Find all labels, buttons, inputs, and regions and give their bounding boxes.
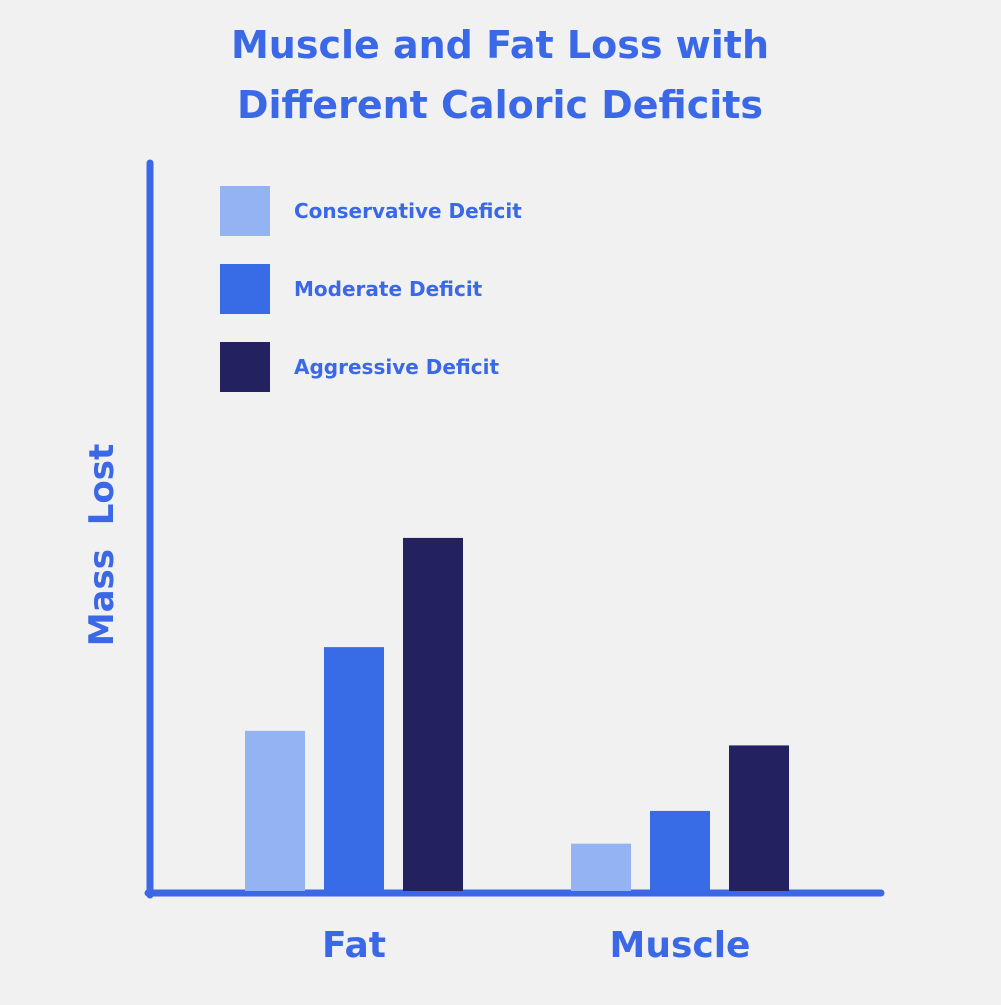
x-tick-label-muscle: Muscle bbox=[610, 925, 751, 966]
y-axis-label: Mass Lost bbox=[82, 444, 122, 646]
legend-swatch-3 bbox=[220, 342, 270, 392]
legend-label-2: Moderate Deficit bbox=[294, 277, 483, 301]
bar-fat-series-2 bbox=[324, 647, 384, 891]
legend-swatch-1 bbox=[220, 186, 270, 236]
bar-fat-series-3 bbox=[403, 537, 463, 891]
x-tick-labels: Fat Muscle bbox=[322, 925, 750, 966]
chart-title-line-2: Different Caloric Deficits bbox=[237, 83, 763, 127]
bar-fat-series-1 bbox=[245, 730, 305, 891]
legend-swatch-2 bbox=[220, 264, 270, 314]
bars bbox=[245, 537, 789, 891]
bar-muscle-series-3 bbox=[729, 745, 789, 891]
legend-label-1: Conservative Deficit bbox=[294, 199, 522, 223]
x-tick-label-fat: Fat bbox=[322, 925, 386, 966]
bar-muscle-series-1 bbox=[571, 843, 631, 891]
legend: Conservative Deficit Moderate Deficit Aggr… bbox=[220, 186, 522, 392]
bar-muscle-series-2 bbox=[650, 810, 710, 891]
legend-label-3: Aggressive Deficit bbox=[294, 355, 499, 379]
chart-title-line-1: Muscle and Fat Loss with bbox=[231, 23, 769, 67]
